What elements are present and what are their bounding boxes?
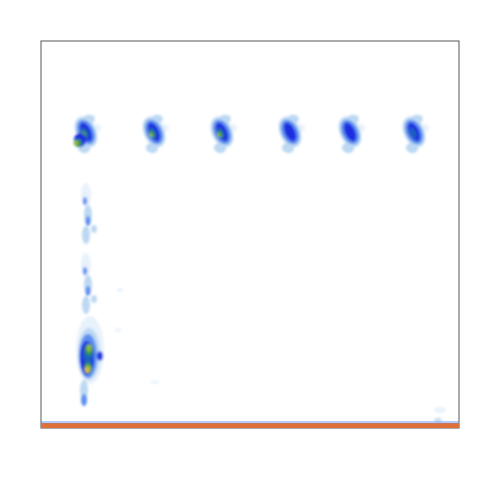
density-mark-45 [409, 127, 417, 139]
density-mark-59 [82, 267, 88, 275]
density-mark-32 [283, 122, 297, 142]
density-mark-53 [82, 197, 88, 205]
density-mark-58 [85, 286, 91, 296]
baseline-band-layer [41, 421, 459, 428]
density-mark-73 [81, 394, 87, 406]
plot-frame [40, 40, 460, 429]
density-mark-17 [149, 132, 153, 138]
density-mark-67 [86, 344, 92, 352]
heatmap-density-layer [73, 114, 446, 422]
density-mark-72 [80, 380, 88, 400]
density-mark-76 [150, 380, 160, 384]
density-mark-78 [434, 418, 442, 422]
density-mark-75 [115, 328, 121, 332]
density-mark-48 [73, 140, 79, 146]
density-mark-57 [82, 296, 90, 314]
density-mark-71 [97, 351, 103, 361]
density-mark-52 [85, 216, 91, 226]
density-mark-60 [91, 295, 97, 303]
density-mark-77 [434, 407, 446, 413]
density-mark-26 [217, 132, 221, 138]
baseline-band-edge [41, 421, 459, 424]
density-mark-74 [117, 288, 123, 292]
density-mark-54 [91, 225, 97, 233]
density-mark-51 [82, 226, 90, 244]
density-mark-38 [343, 122, 357, 142]
baseline-band [41, 423, 459, 428]
density-mark-70 [85, 367, 89, 373]
